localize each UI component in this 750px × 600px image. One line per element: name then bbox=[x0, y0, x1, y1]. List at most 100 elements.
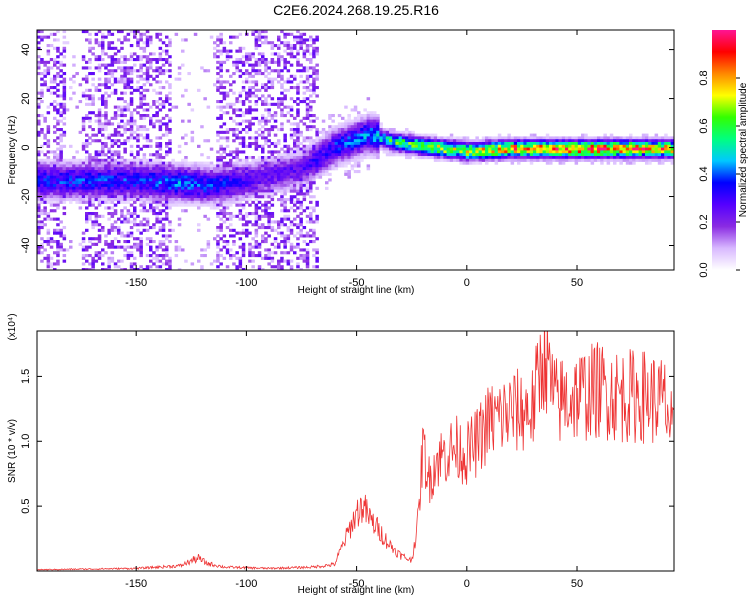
spectrogram-cell bbox=[56, 94, 60, 98]
spectrogram-cell bbox=[62, 200, 67, 204]
spectrogram-cell bbox=[312, 125, 316, 129]
spectrogram-cell bbox=[251, 259, 255, 263]
spectrogram-cell bbox=[101, 262, 105, 266]
spectrogram-cell bbox=[517, 147, 521, 151]
spectrogram-cell bbox=[651, 142, 655, 146]
spectrogram-cell bbox=[408, 142, 412, 146]
spectrogram-cell bbox=[267, 60, 271, 64]
spectrogram-cell bbox=[347, 161, 351, 165]
spectrogram-cell bbox=[600, 156, 604, 160]
spectrogram-cell bbox=[376, 153, 380, 157]
spectrogram-cell bbox=[264, 86, 268, 90]
spectrogram-cell bbox=[629, 142, 633, 146]
spectrogram-cell bbox=[200, 265, 204, 269]
spectrogram-cell bbox=[158, 80, 163, 84]
spectrogram-cell bbox=[363, 136, 367, 140]
spectrogram-cell bbox=[360, 133, 364, 137]
spectrogram-cell bbox=[46, 192, 51, 196]
spectrogram-cell bbox=[94, 251, 99, 255]
spectrogram-cell bbox=[529, 156, 534, 160]
spectrogram-cell bbox=[334, 153, 339, 157]
spectrogram-cell bbox=[529, 147, 534, 151]
spectrogram-cell bbox=[107, 94, 111, 98]
spectrogram-cell bbox=[315, 220, 319, 224]
spectrogram-cell bbox=[325, 133, 329, 137]
spectrogram-cell bbox=[219, 38, 223, 42]
spectrogram-cell bbox=[312, 220, 316, 224]
spectrogram-cell bbox=[299, 153, 303, 157]
spectrogram-cell bbox=[126, 175, 131, 179]
spectrogram-cell bbox=[270, 198, 275, 202]
spectrogram-cell bbox=[184, 164, 188, 168]
spectrogram-cell bbox=[558, 150, 563, 154]
spectrogram-cell bbox=[216, 178, 220, 182]
spectrogram-cell bbox=[286, 41, 291, 45]
spectrogram-cell bbox=[149, 206, 153, 210]
spectrogram-cell bbox=[123, 55, 127, 59]
spectrogram-cell bbox=[46, 86, 51, 90]
spectrogram-cell bbox=[325, 142, 329, 146]
spectrogram-cell bbox=[155, 172, 159, 176]
spectrogram-cell bbox=[171, 172, 175, 176]
spectrogram-cell bbox=[289, 133, 294, 137]
spectrogram-cell bbox=[469, 156, 473, 160]
spectrogram-cell bbox=[133, 237, 137, 241]
spectrogram-cell bbox=[37, 203, 41, 207]
spectrogram-cell bbox=[94, 223, 99, 227]
spectrogram-cell bbox=[88, 46, 92, 50]
spectrogram-cell bbox=[168, 150, 172, 154]
spectrogram-cell bbox=[331, 136, 335, 140]
spectrogram-cell bbox=[261, 256, 265, 260]
spectrogram-cell bbox=[254, 242, 259, 246]
spectrogram-cell bbox=[155, 111, 159, 115]
spectrogram-cell bbox=[312, 119, 316, 123]
spectrogram-cell bbox=[459, 153, 463, 157]
spectrogram-cell bbox=[126, 200, 131, 204]
spectrogram-cell bbox=[577, 150, 582, 154]
spectrogram-cell bbox=[625, 161, 630, 165]
spectrogram-cell bbox=[472, 158, 476, 162]
spectrogram-cell bbox=[155, 195, 159, 199]
spectrogram-cell bbox=[267, 111, 271, 115]
spectrogram-cell bbox=[152, 192, 156, 196]
spectrogram-cell bbox=[213, 195, 217, 199]
spectrogram-cell bbox=[43, 136, 47, 140]
spectrogram-cell bbox=[165, 122, 169, 126]
spectrogram-cell bbox=[257, 52, 262, 56]
spectrogram-cell bbox=[379, 139, 383, 143]
spectrogram-cell bbox=[373, 111, 377, 115]
snr-x-tick-label: -50 bbox=[349, 578, 365, 590]
spectrogram-cell bbox=[433, 136, 438, 140]
spectrogram-cell bbox=[62, 130, 67, 134]
spectrogram-cell bbox=[597, 147, 601, 151]
spectrogram-cell bbox=[536, 144, 540, 148]
spectrogram-cell bbox=[347, 139, 351, 143]
spectrogram-cell bbox=[305, 164, 310, 168]
spectrogram-cell bbox=[264, 139, 268, 143]
spectrogram-cell bbox=[91, 167, 95, 171]
spectrogram-cell bbox=[219, 74, 223, 78]
spectrogram-cell bbox=[264, 60, 268, 64]
spectrogram-cell bbox=[75, 161, 79, 165]
spectrogram-cell bbox=[238, 100, 243, 104]
spectrogram-cell bbox=[229, 195, 233, 199]
spectrogram-cell bbox=[277, 63, 281, 67]
spectrogram-cell bbox=[289, 49, 294, 53]
spectrogram-cell bbox=[257, 206, 262, 210]
spectrogram-cell bbox=[53, 192, 57, 196]
spectrogram-cell bbox=[104, 77, 108, 81]
spectrogram-cell bbox=[654, 139, 659, 143]
spectrogram-cell bbox=[56, 223, 60, 227]
spectrogram-cell bbox=[152, 189, 156, 193]
spectrogram-cell bbox=[232, 108, 236, 112]
spectrogram-cell bbox=[261, 147, 265, 151]
spectrogram-cell bbox=[309, 184, 313, 188]
spectrogram-cell bbox=[277, 184, 281, 188]
spectrogram-cell bbox=[254, 158, 259, 162]
spectrogram-cell bbox=[62, 55, 67, 59]
spectrogram-cell bbox=[315, 170, 319, 174]
spectrogram-cell bbox=[139, 245, 143, 249]
spectrogram-cell bbox=[289, 198, 294, 202]
spectrogram-cell bbox=[293, 130, 297, 134]
